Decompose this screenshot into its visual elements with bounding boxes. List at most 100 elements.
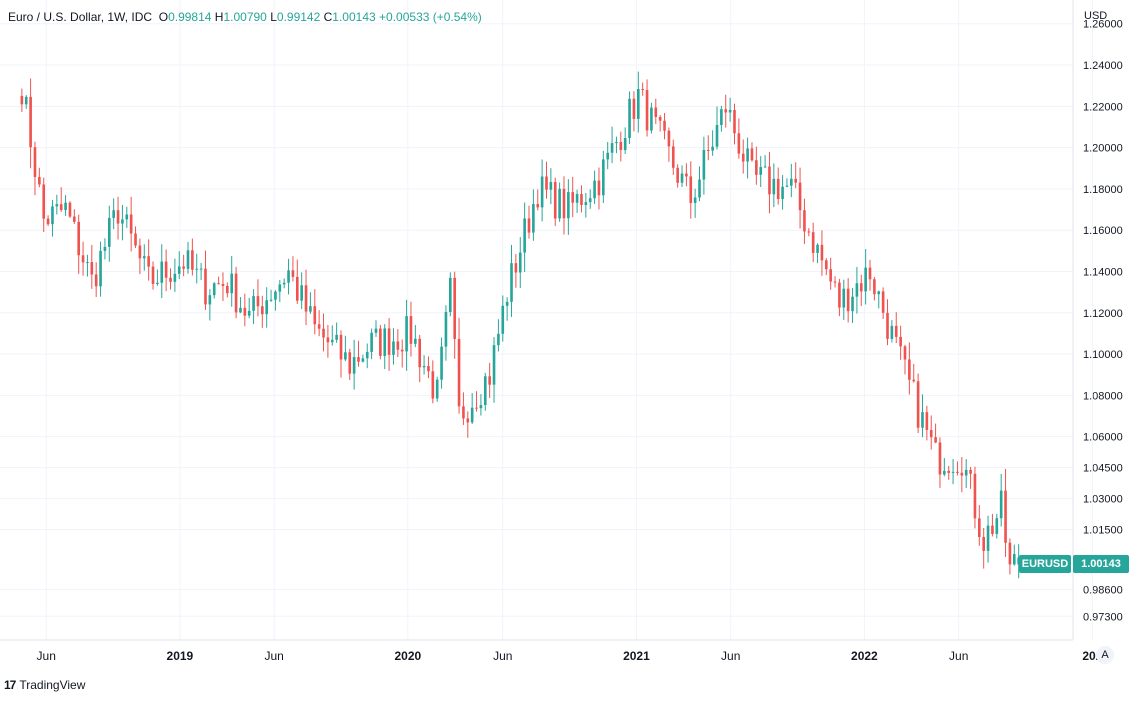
candle-body — [505, 301, 509, 306]
candle-body — [77, 221, 81, 256]
candle-body — [134, 233, 137, 246]
y-tick-label: 1.24000 — [1083, 60, 1123, 72]
candle-body — [728, 109, 732, 113]
auto-scale-button[interactable]: A — [1096, 646, 1114, 664]
tradingview-logo[interactable]: 17 TradingView — [4, 678, 85, 692]
candle-body — [322, 328, 325, 338]
candle-body — [479, 405, 483, 409]
candle-body — [387, 328, 391, 355]
candle-body — [951, 471, 955, 473]
candle-body — [925, 412, 929, 430]
change-value: +0.00533 (+0.54%) — [379, 10, 482, 24]
candle-body — [457, 338, 461, 407]
candle-body — [112, 210, 115, 218]
y-tick-label: 1.22000 — [1083, 101, 1123, 113]
y-tick-label: 1.10000 — [1083, 349, 1123, 361]
x-tick-label: 2020 — [394, 649, 421, 663]
candle-body — [680, 173, 684, 183]
candle-body — [602, 159, 605, 196]
candle-body — [838, 282, 841, 308]
candle-body — [265, 300, 269, 315]
candle-body — [623, 138, 627, 151]
candle-body — [999, 490, 1003, 519]
candle-body — [256, 296, 260, 307]
candle-body — [558, 188, 561, 219]
candle-body — [405, 316, 408, 352]
candle-body — [55, 204, 59, 207]
candle-body — [261, 306, 264, 315]
candle-body — [195, 268, 199, 270]
candle-body — [846, 288, 850, 312]
candle-body — [156, 282, 159, 284]
candle-body — [379, 328, 382, 356]
candle-body — [239, 307, 242, 313]
candle-body — [99, 250, 102, 287]
candle-body — [982, 536, 985, 551]
candle-body — [462, 406, 465, 419]
candle-body — [890, 325, 894, 339]
candle-body — [138, 245, 142, 259]
candle-body — [903, 346, 907, 360]
candle-body — [339, 334, 343, 360]
candle-body — [733, 109, 736, 134]
candle-body — [392, 341, 395, 355]
candle-body — [169, 277, 172, 282]
candle-body — [470, 407, 474, 423]
x-tick-label: 2021 — [623, 649, 650, 663]
candle-body — [706, 150, 710, 152]
open-label: O — [158, 10, 169, 24]
candle-body — [466, 418, 470, 423]
candle-body — [781, 186, 784, 200]
candle-body — [186, 250, 190, 269]
candle-body — [234, 273, 238, 313]
y-tick-label: 0.97300 — [1083, 611, 1123, 623]
candle-body — [304, 285, 308, 312]
candle-body — [645, 89, 649, 131]
candle-body — [855, 283, 859, 297]
open-value: 0.99814 — [168, 10, 212, 24]
candle-body — [295, 276, 299, 301]
candle-body — [107, 217, 111, 247]
candle-body — [562, 188, 566, 219]
candle-body — [628, 98, 631, 139]
candle-body — [73, 216, 76, 222]
candle-body — [370, 332, 373, 352]
candle-body — [650, 107, 653, 131]
candle-body — [711, 146, 714, 151]
candle-body — [619, 141, 623, 151]
candle-body — [908, 359, 911, 380]
candle-body — [575, 194, 579, 203]
candle-body — [991, 525, 994, 534]
y-tick-label: 1.18000 — [1083, 184, 1123, 196]
candle-body — [269, 299, 273, 301]
candle-body — [199, 268, 203, 270]
candle-body — [38, 176, 41, 185]
candle-body — [610, 143, 614, 153]
candle-body — [859, 283, 863, 292]
candle-body — [129, 214, 133, 234]
candle-body — [671, 146, 675, 168]
candle-body — [995, 518, 999, 534]
candle-body — [90, 262, 94, 275]
last-price-tag: 1.00143 — [1073, 555, 1129, 573]
candle-body — [492, 345, 496, 385]
candle-body — [182, 266, 185, 269]
candle-body — [247, 310, 251, 316]
candle-body — [833, 281, 837, 283]
candle-body — [737, 133, 741, 154]
candle-body — [510, 263, 513, 302]
candle-body — [947, 470, 951, 473]
candle-body — [549, 182, 553, 190]
candle-body — [383, 328, 387, 356]
candle-body — [116, 210, 120, 224]
candle-body — [964, 469, 968, 476]
candle-body — [230, 273, 234, 294]
candle-body — [208, 295, 212, 305]
candle-body — [68, 202, 72, 217]
candle-body — [759, 167, 763, 175]
candle-body — [151, 266, 155, 284]
candle-body — [164, 261, 168, 278]
candle-body — [1004, 490, 1007, 543]
